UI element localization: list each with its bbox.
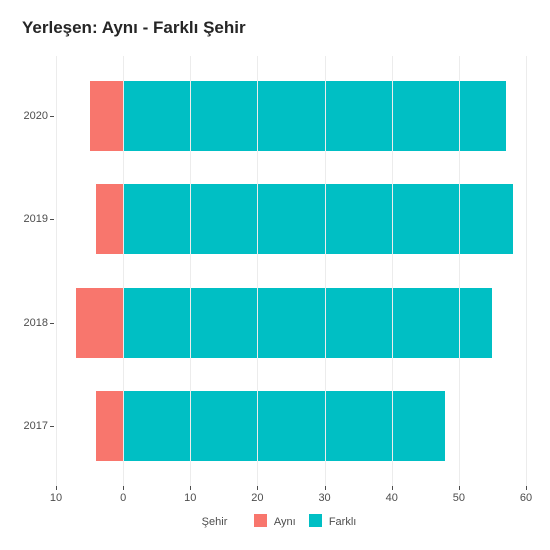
y-axis-label: 2020 — [20, 110, 48, 122]
x-axis-label: 50 — [453, 492, 465, 504]
legend-label-farkli: Farklı — [329, 516, 357, 528]
y-tick — [50, 323, 54, 324]
gridline — [56, 56, 57, 486]
legend: Şehir Aynı Farklı — [18, 514, 540, 528]
bar-farkli — [123, 391, 445, 461]
legend-swatch-farkli — [309, 514, 322, 527]
chart-container: Yerleşen: Aynı - Farklı Şehir 2020 2019 20… — [0, 0, 550, 550]
bar-row — [56, 391, 526, 461]
bars-layer — [56, 64, 526, 478]
gridline — [123, 56, 124, 486]
bar-row — [56, 288, 526, 358]
x-axis-label: 30 — [318, 492, 330, 504]
bar-farkli — [123, 81, 506, 151]
y-tick — [50, 116, 54, 117]
x-axis-label: 60 — [520, 492, 532, 504]
bar-row — [56, 184, 526, 254]
x-tick — [123, 486, 124, 490]
x-tick — [526, 486, 527, 490]
bar-farkli — [123, 288, 492, 358]
y-axis-label: 2017 — [20, 420, 48, 432]
bar-ayni — [76, 288, 123, 358]
x-tick — [190, 486, 191, 490]
gridline — [325, 56, 326, 486]
gridline — [257, 56, 258, 486]
y-tick — [50, 219, 54, 220]
y-tick — [50, 426, 54, 427]
bar-ayni — [90, 81, 124, 151]
legend-title: Şehir — [202, 516, 228, 528]
legend-swatch-ayni — [254, 514, 267, 527]
gridline — [526, 56, 527, 486]
gridline — [459, 56, 460, 486]
chart-title: Yerleşen: Aynı - Farklı Şehir — [22, 18, 540, 38]
legend-label-ayni: Aynı — [274, 516, 296, 528]
x-axis-label: 10 — [184, 492, 196, 504]
x-axis-label: 0 — [120, 492, 126, 504]
y-axis-label: 2019 — [20, 213, 48, 225]
y-axis-label: 2018 — [20, 317, 48, 329]
gridline — [190, 56, 191, 486]
bar-ayni — [96, 184, 123, 254]
bar-ayni — [96, 391, 123, 461]
x-tick — [392, 486, 393, 490]
bar-row — [56, 81, 526, 151]
x-axis-label: 10 — [50, 492, 62, 504]
bar-farkli — [123, 184, 512, 254]
x-tick — [459, 486, 460, 490]
x-tick — [325, 486, 326, 490]
x-tick — [56, 486, 57, 490]
x-axis-label: 40 — [386, 492, 398, 504]
plot-area: 2020201920182017 100102030405060 — [22, 56, 532, 486]
x-axis-label: 20 — [251, 492, 263, 504]
gridline — [392, 56, 393, 486]
x-tick — [257, 486, 258, 490]
